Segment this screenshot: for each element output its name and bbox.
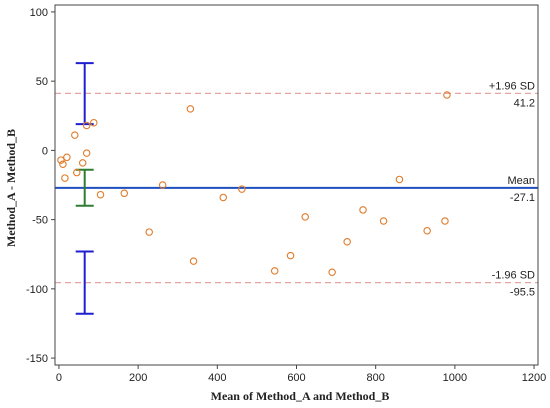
reference-value-mean: -27.1: [510, 192, 535, 204]
y-axis-title: Method_A - Method_B: [4, 129, 18, 247]
x-tick-label: 600: [287, 372, 305, 384]
y-tick-label: 50: [36, 76, 48, 88]
x-tick-label: 1200: [522, 372, 546, 384]
x-tick-label: 200: [129, 372, 147, 384]
x-tick-label: 800: [367, 372, 385, 384]
data-point-10: [96, 190, 105, 199]
data-point-16: [219, 193, 228, 202]
data-point-28: [443, 91, 451, 99]
data-point-18: [270, 267, 279, 275]
data-point-9: [90, 118, 98, 127]
data-point-23: [359, 206, 367, 214]
x-axis-title: Mean of Method_A and Method_B: [211, 389, 390, 403]
y-tick-label: -50: [32, 215, 48, 227]
data-point-12: [145, 228, 153, 236]
data-point-27: [441, 217, 449, 225]
data-point-15: [189, 257, 198, 265]
reference-label-lower: -1.96 SD: [492, 270, 535, 282]
data-point-21: [328, 268, 336, 276]
y-tick-label: 100: [30, 7, 48, 19]
reference-label-upper: +1.96 SD: [489, 80, 535, 92]
data-point-6: [78, 159, 87, 167]
data-point-25: [395, 175, 404, 184]
y-tick-label: 0: [42, 145, 48, 157]
data-point-0: [57, 156, 65, 164]
y-tick-label: -100: [26, 284, 48, 296]
confidence-interval-lower-ci: [75, 250, 94, 315]
x-tick-label: 1000: [443, 372, 467, 384]
data-point-17: [238, 185, 246, 193]
data-point-13: [158, 181, 167, 189]
x-tick-label: 0: [56, 372, 62, 384]
data-point-26: [423, 226, 431, 235]
plot-frame: [54, 4, 539, 366]
x-tick-label: 400: [208, 372, 226, 384]
data-point-24: [379, 217, 388, 225]
data-point-8: [82, 149, 91, 157]
data-point-11: [120, 189, 129, 198]
reference-value-lower: -95.5: [510, 287, 535, 299]
data-point-4: [71, 131, 79, 139]
data-point-1: [59, 160, 67, 168]
data-point-20: [301, 213, 309, 221]
data-point-22: [343, 238, 351, 246]
y-tick-label: -150: [26, 353, 48, 365]
data-point-5: [73, 168, 81, 177]
reference-value-upper: 41.2: [514, 97, 535, 109]
reference-label-mean: Mean: [507, 175, 535, 187]
data-point-3: [63, 153, 71, 162]
data-point-2: [61, 174, 69, 182]
data-point-7: [82, 121, 91, 130]
data-point-14: [186, 105, 195, 113]
data-point-19: [286, 251, 295, 260]
